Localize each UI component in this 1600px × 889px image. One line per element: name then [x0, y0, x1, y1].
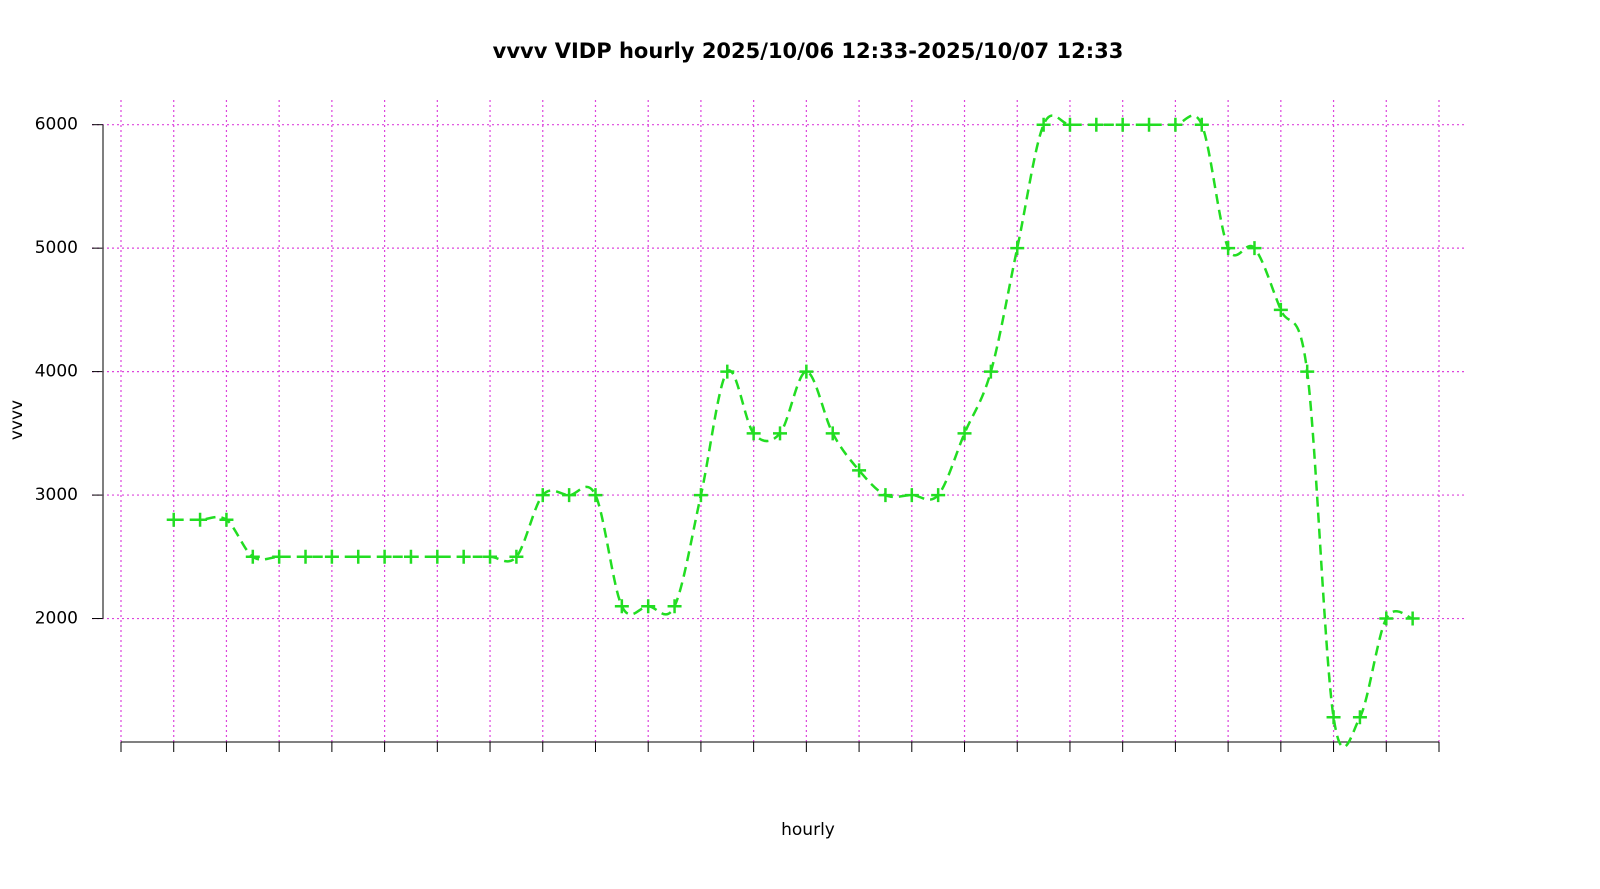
- data-point: [1168, 117, 1183, 132]
- data-point: [1036, 117, 1051, 132]
- data-point: [1405, 611, 1420, 626]
- data-point: [1062, 117, 1077, 132]
- x-axis-label: hourly: [781, 820, 835, 840]
- y-axis-label: vvvv: [7, 400, 27, 440]
- data-point: [377, 549, 392, 564]
- data-point: [641, 599, 656, 614]
- data-point: [351, 549, 366, 564]
- data-point: [825, 426, 840, 441]
- data-point: [773, 426, 787, 441]
- data-point: [509, 549, 524, 564]
- data-point: [878, 488, 893, 503]
- data-point: [456, 549, 471, 564]
- data-point: [483, 549, 498, 564]
- data-point: [983, 364, 998, 379]
- data-point: [1379, 611, 1394, 626]
- data-point: [904, 488, 919, 503]
- y-tick-label: 5000: [35, 238, 78, 258]
- data-point: [1115, 117, 1130, 132]
- data-point: [298, 549, 313, 564]
- data-point: [166, 512, 181, 527]
- data-point: [693, 488, 708, 503]
- data-point: [535, 488, 550, 503]
- data-point: [588, 488, 603, 503]
- data-point: [272, 549, 287, 564]
- data-point: [1300, 364, 1315, 379]
- data-point: [562, 488, 577, 503]
- data-point: [957, 426, 972, 441]
- data-point: [852, 463, 867, 478]
- data-point: [245, 549, 260, 564]
- data-point: [430, 549, 445, 564]
- data-point: [667, 599, 682, 614]
- data-point: [403, 549, 418, 564]
- data-line: [173, 114, 1414, 749]
- data-point: [324, 549, 339, 564]
- data-point: [1352, 710, 1367, 725]
- data-point: [1194, 117, 1209, 132]
- data-point: [193, 512, 208, 527]
- data-point: [931, 488, 946, 503]
- data-point: [1326, 710, 1341, 725]
- chart-title: vvvv VIDP hourly 2025/10/06 12:33-2025/1…: [493, 39, 1124, 63]
- y-tick-label: 6000: [35, 115, 78, 135]
- data-point: [1247, 241, 1262, 256]
- y-tick-label: 2000: [35, 609, 78, 629]
- y-tick-label: 4000: [35, 362, 78, 382]
- data-point: [720, 364, 735, 379]
- data-point: [1273, 302, 1288, 317]
- y-tick-label: 3000: [35, 485, 78, 505]
- data-point: [614, 599, 629, 614]
- data-point: [1010, 241, 1025, 256]
- data-point: [219, 512, 234, 527]
- data-point: [799, 364, 814, 379]
- data-point: [1089, 117, 1104, 132]
- data-point: [746, 426, 761, 441]
- data-point: [1142, 117, 1157, 132]
- data-point: [1221, 241, 1236, 256]
